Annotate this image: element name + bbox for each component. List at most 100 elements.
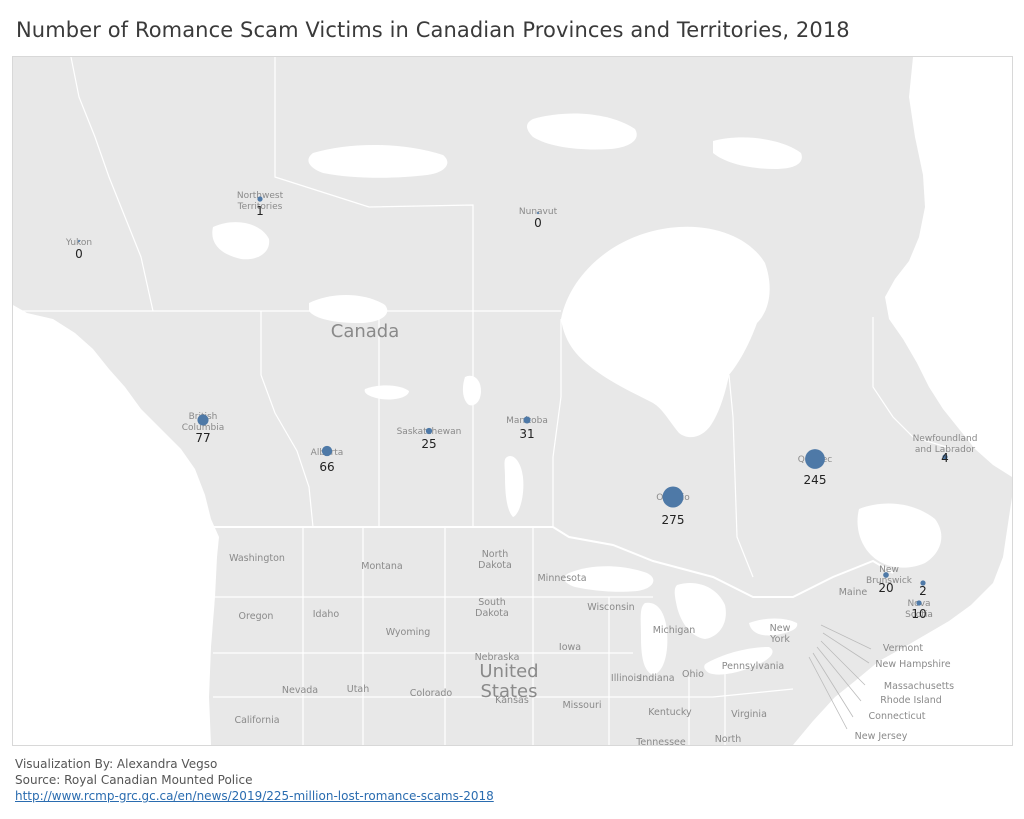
victim-count-label: 66 bbox=[319, 460, 334, 474]
state-label: Connecticut bbox=[869, 711, 926, 722]
source-link[interactable]: http://www.rcmp-grc.gc.ca/en/news/2019/2… bbox=[15, 789, 494, 803]
state-label: Colorado bbox=[410, 688, 453, 699]
victim-count-label: 245 bbox=[804, 473, 827, 487]
state-label: Dakota bbox=[478, 560, 512, 571]
victim-count-label: 77 bbox=[195, 431, 210, 445]
victim-marker[interactable] bbox=[662, 486, 684, 508]
victim-marker[interactable] bbox=[197, 414, 209, 426]
lake-erie bbox=[704, 647, 773, 675]
province-name: Brunswick bbox=[866, 576, 913, 586]
state-label: New bbox=[770, 623, 791, 634]
border-bc-alberta bbox=[260, 311, 314, 528]
state-label: Tennessee bbox=[635, 737, 686, 745]
victim-marker[interactable] bbox=[523, 416, 531, 424]
border-mb-on bbox=[552, 319, 562, 527]
victim-count-label: 10 bbox=[911, 607, 926, 621]
state-label: Massachusetts bbox=[884, 681, 954, 692]
victim-marker[interactable] bbox=[883, 572, 889, 578]
state-label: Pennsylvania bbox=[722, 661, 784, 672]
lake-ontario bbox=[749, 618, 798, 636]
victim-marker[interactable] bbox=[916, 600, 922, 606]
country-label-canada: Canada bbox=[331, 321, 400, 342]
source-text: Source: Royal Canadian Mounted Police bbox=[15, 773, 253, 787]
victim-marker[interactable] bbox=[920, 580, 926, 586]
lake-winnipeg bbox=[504, 455, 524, 517]
victim-marker[interactable] bbox=[536, 211, 540, 215]
footer: Visualization By: Alexandra Vegso Source… bbox=[15, 756, 494, 804]
province-name: Territories bbox=[237, 202, 283, 212]
victim-count-label: 1 bbox=[256, 204, 264, 218]
credit-text: Visualization By: Alexandra Vegso bbox=[15, 757, 218, 771]
state-label: Ohio bbox=[682, 669, 704, 680]
reindeer-lake bbox=[462, 375, 481, 406]
arctic-channel-1 bbox=[308, 144, 448, 178]
state-label: New Jersey bbox=[855, 731, 908, 742]
state-label: Kansas bbox=[495, 695, 529, 706]
victim-marker[interactable] bbox=[257, 196, 263, 202]
arctic-channel-3 bbox=[713, 137, 802, 169]
victim-marker[interactable] bbox=[805, 449, 825, 469]
arctic-channel-2 bbox=[527, 113, 637, 150]
state-label: South bbox=[478, 597, 506, 608]
country-label-us-1: United bbox=[479, 661, 538, 682]
state-label: Virginia bbox=[731, 709, 767, 720]
admin-borders bbox=[13, 57, 954, 745]
province-name: New bbox=[879, 565, 899, 575]
border-nwt-nunavut bbox=[274, 57, 474, 311]
border-us-states-h3 bbox=[213, 688, 794, 698]
border-canada-us bbox=[209, 526, 894, 598]
atlantic-south bbox=[793, 497, 1012, 745]
state-label: Iowa bbox=[559, 642, 581, 653]
province-name: and Labrador bbox=[915, 445, 975, 455]
state-label: York bbox=[769, 634, 790, 645]
victim-count-label: 275 bbox=[662, 513, 685, 527]
lake-huron bbox=[674, 583, 726, 639]
state-label: Rhode Island bbox=[880, 695, 942, 706]
victim-marker[interactable] bbox=[942, 454, 948, 460]
map-view[interactable]: Canada United States Washington Montana North… bbox=[12, 56, 1013, 746]
state-label: Maine bbox=[839, 587, 868, 598]
border-qc-lab bbox=[872, 317, 954, 450]
state-label: Wisconsin bbox=[587, 602, 634, 613]
gulf-st-lawrence bbox=[857, 503, 942, 568]
victim-count-label: 20 bbox=[878, 581, 893, 595]
lake-athabasca bbox=[364, 385, 409, 400]
chart-title: Number of Romance Scam Victims in Canadi… bbox=[16, 18, 850, 42]
pacific-ocean bbox=[13, 305, 219, 745]
province-name: Scotia bbox=[905, 610, 933, 620]
victim-count-label: 4 bbox=[941, 451, 949, 465]
border-yukon-nwt bbox=[70, 57, 154, 312]
victim-marker[interactable] bbox=[425, 427, 433, 435]
victim-count-label: 31 bbox=[519, 427, 534, 441]
state-label: Michigan bbox=[653, 625, 696, 636]
state-label: New Hampshire bbox=[875, 659, 950, 670]
province-name: Columbia bbox=[182, 423, 225, 433]
state-label: North bbox=[715, 734, 742, 745]
state-label: Idaho bbox=[313, 609, 340, 620]
state-label: Indiana bbox=[639, 673, 674, 684]
victim-marker[interactable] bbox=[77, 239, 81, 243]
state-label: Kentucky bbox=[648, 707, 692, 718]
state-label: Vermont bbox=[883, 643, 923, 654]
basemap bbox=[13, 57, 1012, 745]
state-label: Nevada bbox=[282, 685, 318, 696]
lake-superior bbox=[564, 566, 654, 592]
state-label: Montana bbox=[361, 561, 402, 572]
state-label: North bbox=[482, 549, 509, 560]
state-label: Dakota bbox=[475, 608, 509, 619]
leader-lines bbox=[808, 624, 872, 730]
province-name: Northwest bbox=[237, 191, 284, 201]
victim-count-label: 2 bbox=[919, 584, 927, 598]
victim-marker[interactable] bbox=[321, 445, 333, 457]
province-name: Yukon bbox=[65, 238, 92, 248]
state-label: Minnesota bbox=[537, 573, 586, 584]
great-slave-lake bbox=[309, 294, 388, 323]
state-label: Illinois bbox=[611, 673, 641, 684]
state-label: Utah bbox=[347, 684, 370, 695]
great-bear-lake bbox=[212, 222, 270, 260]
border-on-qc bbox=[728, 374, 754, 578]
hudson-bay bbox=[561, 226, 770, 438]
state-label: Nebraska bbox=[475, 652, 520, 663]
